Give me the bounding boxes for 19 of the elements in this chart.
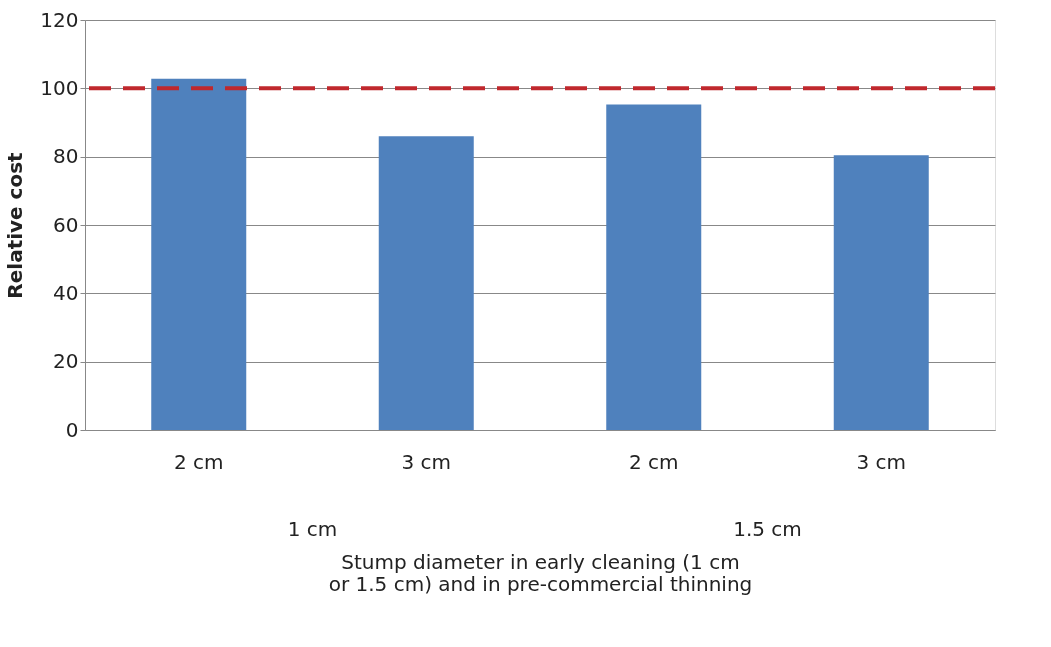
bar — [378, 136, 474, 430]
x-tick-label: 2 cm — [173, 449, 224, 474]
x-tick-label: 3 cm — [856, 449, 907, 474]
x-tick-label: 2 cm — [628, 449, 679, 474]
text: 1.5 cm — [733, 517, 802, 541]
y-tick-label: 100 — [40, 75, 79, 100]
y-tick-label: 20 — [53, 349, 79, 374]
y-tick-label: 0 — [65, 417, 79, 442]
y-tick-label: 120 — [40, 7, 79, 32]
x-axis-title: Stump diameter in early cleaning (1 cm or 1.5 cm) and in pre-commercial thinning — [328, 549, 753, 596]
y-tick-label: 80 — [53, 144, 79, 169]
x-tick-label: 3 cm — [401, 449, 452, 474]
y-tick-label: 60 — [53, 212, 79, 237]
y-tick-label: 40 — [53, 280, 79, 305]
text: 1 cm — [287, 517, 338, 541]
y-axis-title: Relative cost — [3, 151, 28, 299]
bar — [151, 78, 247, 430]
bar — [606, 104, 702, 430]
bar — [833, 155, 929, 430]
